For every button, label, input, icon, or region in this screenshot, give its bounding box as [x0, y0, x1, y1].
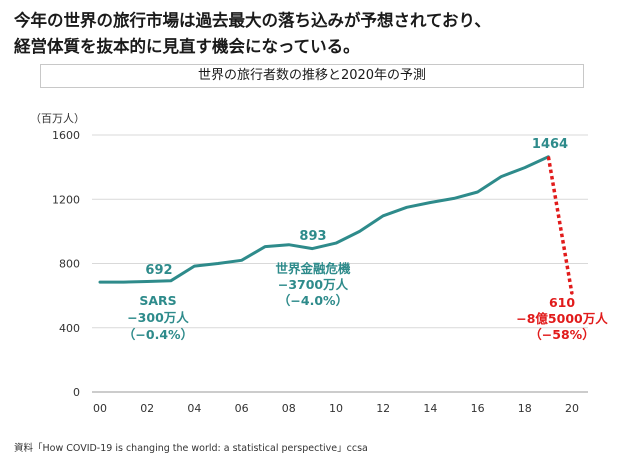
sars-pct: （−0.4%）: [123, 327, 193, 342]
data-point: [146, 280, 148, 283]
data-point: [524, 166, 526, 169]
data-point: [571, 293, 573, 295]
data-point: [453, 197, 455, 200]
x-tick-label: 18: [518, 402, 532, 415]
y-tick-label: 1200: [52, 193, 80, 206]
line-chart: 0 400 800 1200 1600 00 02 04 06 08 10 12 14 16 18 20 （…: [30, 112, 608, 415]
sars-change: −300万人: [127, 310, 189, 325]
value-label-893: 893: [299, 229, 326, 244]
chart-title: 世界の旅行者数の推移と2020年の予測: [40, 64, 584, 88]
y-axis-label: （百万人）: [30, 112, 85, 125]
crisis-pct: （−4.0%）: [278, 293, 348, 308]
data-point: [547, 156, 550, 158]
data-point: [311, 247, 314, 250]
x-tick-label: 06: [235, 402, 249, 415]
forecast-change: −8億5000万人: [516, 311, 608, 326]
forecast-line: [546, 156, 574, 295]
x-tick-label: 08: [282, 402, 296, 415]
data-point: [264, 245, 267, 248]
x-tick-label: 12: [376, 402, 390, 415]
value-label-692: 692: [145, 263, 172, 278]
x-tick-label: 10: [329, 402, 343, 415]
headline: 今年の世界の旅行市場は過去最大の落ち込みが予想されており、 経営体質を抜本的に見…: [14, 8, 614, 60]
x-tick-label: 16: [471, 402, 485, 415]
value-label-1464: 1464: [532, 137, 568, 152]
x-tick-label: 02: [140, 402, 154, 415]
data-point: [240, 259, 243, 262]
data-point: [335, 242, 337, 244]
x-tick-label: 14: [423, 402, 437, 415]
x-axis-ticks: 00 02 04 06 08 10 12 14 16 18 20: [93, 402, 579, 415]
y-tick-label: 400: [59, 322, 80, 335]
forecast-pct: （−58%）: [529, 327, 594, 342]
data-point: [406, 206, 408, 209]
data-point: [476, 191, 479, 193]
travelers-line: [98, 155, 550, 284]
forecast-value-610: 610: [549, 295, 575, 310]
source-note: 資料「How COVID-19 is changing the world: a…: [14, 443, 368, 454]
data-point: [358, 230, 361, 233]
headline-line-2: 経営体質を抜本的に見直す機会になっている。: [14, 37, 360, 56]
x-tick-label: 20: [565, 402, 579, 415]
data-point: [99, 281, 101, 283]
grid-lines: [92, 134, 588, 393]
data-point: [217, 262, 219, 265]
crisis-change: −3700万人: [278, 277, 349, 292]
data-point: [122, 281, 125, 283]
sars-title: SARS: [139, 293, 176, 308]
x-tick-label: 04: [187, 402, 201, 415]
headline-line-1: 今年の世界の旅行市場は過去最大の落ち込みが予想されており、: [14, 11, 491, 30]
y-tick-label: 800: [59, 258, 80, 271]
data-point: [500, 175, 503, 178]
data-point: [193, 265, 196, 267]
data-point: [288, 243, 290, 246]
y-tick-label: 1600: [52, 129, 80, 142]
data-point: [429, 201, 432, 204]
y-axis-ticks: 0 400 800 1200 1600: [52, 129, 80, 399]
data-point: [170, 280, 172, 282]
series-layer: [98, 155, 574, 295]
crisis-title: 世界金融危機: [275, 261, 351, 276]
y-tick-label: 0: [73, 386, 80, 399]
data-point: [382, 214, 385, 217]
x-tick-label: 00: [93, 402, 107, 415]
